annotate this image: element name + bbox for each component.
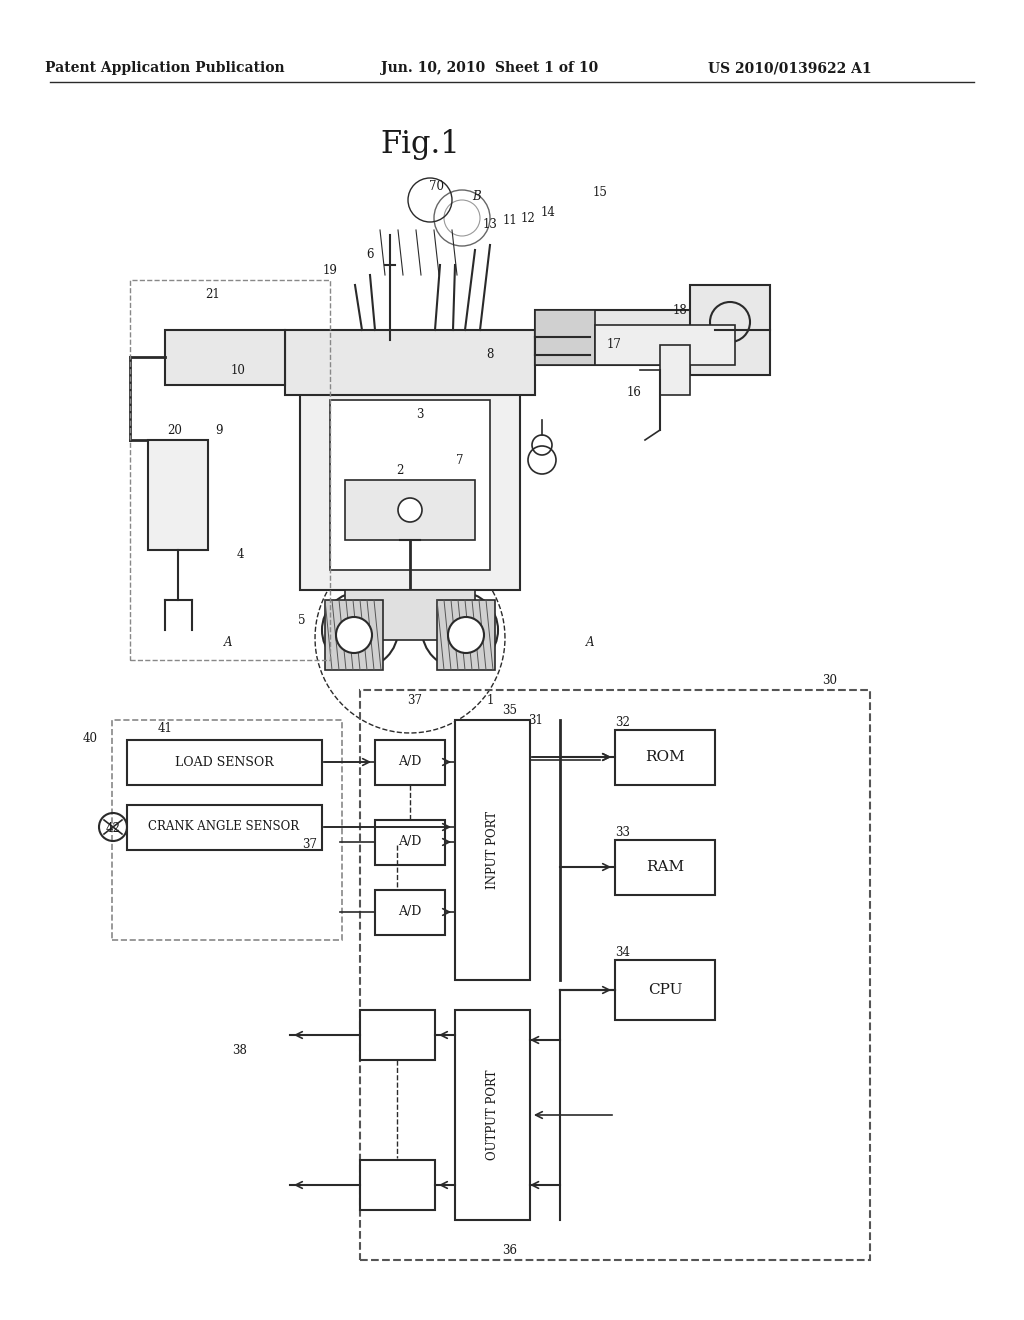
Bar xyxy=(455,1010,530,1220)
Bar xyxy=(615,730,715,785)
Bar xyxy=(660,345,690,395)
Text: CPU: CPU xyxy=(648,983,682,997)
Text: A/D: A/D xyxy=(398,755,422,768)
Bar xyxy=(375,741,445,785)
Text: 16: 16 xyxy=(627,387,641,400)
Text: 37: 37 xyxy=(302,838,317,851)
Bar xyxy=(535,310,595,366)
Text: 14: 14 xyxy=(541,206,555,219)
Circle shape xyxy=(449,616,484,653)
Text: CRANK ANGLE SENSOR: CRANK ANGLE SENSOR xyxy=(148,821,300,833)
Bar xyxy=(130,280,330,660)
Text: 32: 32 xyxy=(615,717,631,730)
Bar xyxy=(615,960,715,1020)
Bar xyxy=(148,440,208,550)
Text: 30: 30 xyxy=(822,673,838,686)
Text: 35: 35 xyxy=(503,704,517,717)
Text: A: A xyxy=(586,635,594,648)
Bar xyxy=(437,601,495,671)
Text: INPUT PORT: INPUT PORT xyxy=(485,810,499,890)
Bar xyxy=(285,330,535,395)
Text: 3: 3 xyxy=(416,408,424,421)
Bar xyxy=(360,1010,435,1060)
Bar xyxy=(325,601,383,671)
Text: 13: 13 xyxy=(482,219,498,231)
Bar xyxy=(455,719,530,979)
Circle shape xyxy=(398,498,422,521)
Text: 34: 34 xyxy=(615,946,631,960)
Bar xyxy=(360,1160,435,1210)
Text: 5: 5 xyxy=(298,614,306,627)
Bar xyxy=(375,890,445,935)
Text: RAM: RAM xyxy=(646,861,684,874)
Bar xyxy=(165,330,285,385)
Text: 12: 12 xyxy=(520,211,536,224)
Bar xyxy=(127,805,322,850)
Text: LOAD SENSOR: LOAD SENSOR xyxy=(175,755,273,768)
Text: 21: 21 xyxy=(206,289,220,301)
Bar xyxy=(690,285,770,375)
Text: 70: 70 xyxy=(429,181,444,194)
Text: 1: 1 xyxy=(486,693,494,706)
Text: 42: 42 xyxy=(105,821,121,834)
Bar xyxy=(535,310,715,366)
Text: A/D: A/D xyxy=(398,906,422,919)
Text: 2: 2 xyxy=(396,463,403,477)
Text: 11: 11 xyxy=(503,214,517,227)
Bar xyxy=(360,690,870,1261)
Text: 20: 20 xyxy=(168,424,182,437)
Text: 33: 33 xyxy=(615,826,631,840)
Text: 7: 7 xyxy=(457,454,464,466)
Text: 6: 6 xyxy=(367,248,374,261)
Text: 9: 9 xyxy=(215,424,223,437)
Bar xyxy=(375,820,445,865)
Text: 17: 17 xyxy=(606,338,622,351)
Bar xyxy=(330,400,490,570)
Text: Fig.1: Fig.1 xyxy=(380,129,460,161)
Text: Patent Application Publication: Patent Application Publication xyxy=(45,61,285,75)
Text: A/D: A/D xyxy=(398,836,422,849)
Circle shape xyxy=(336,616,372,653)
Text: B: B xyxy=(472,190,480,203)
Text: 36: 36 xyxy=(503,1243,517,1257)
Bar xyxy=(595,325,735,366)
Text: OUTPUT PORT: OUTPUT PORT xyxy=(485,1069,499,1160)
Text: 37: 37 xyxy=(408,693,423,706)
Bar xyxy=(345,480,475,540)
Text: 40: 40 xyxy=(83,731,97,744)
Text: 4: 4 xyxy=(237,549,244,561)
Text: A: A xyxy=(224,635,232,648)
Bar xyxy=(615,840,715,895)
Bar xyxy=(112,719,342,940)
Text: 15: 15 xyxy=(593,186,607,198)
Text: 10: 10 xyxy=(230,363,246,376)
Text: 18: 18 xyxy=(673,304,687,317)
Text: 41: 41 xyxy=(158,722,172,734)
Text: Jun. 10, 2010  Sheet 1 of 10: Jun. 10, 2010 Sheet 1 of 10 xyxy=(381,61,599,75)
Bar xyxy=(127,741,322,785)
Text: 31: 31 xyxy=(528,714,544,726)
Text: ROM: ROM xyxy=(645,750,685,764)
Text: US 2010/0139622 A1: US 2010/0139622 A1 xyxy=(709,61,871,75)
Bar xyxy=(300,389,520,590)
Text: 38: 38 xyxy=(232,1044,248,1056)
Text: 8: 8 xyxy=(486,348,494,362)
Text: 19: 19 xyxy=(323,264,338,276)
Bar xyxy=(345,590,475,640)
